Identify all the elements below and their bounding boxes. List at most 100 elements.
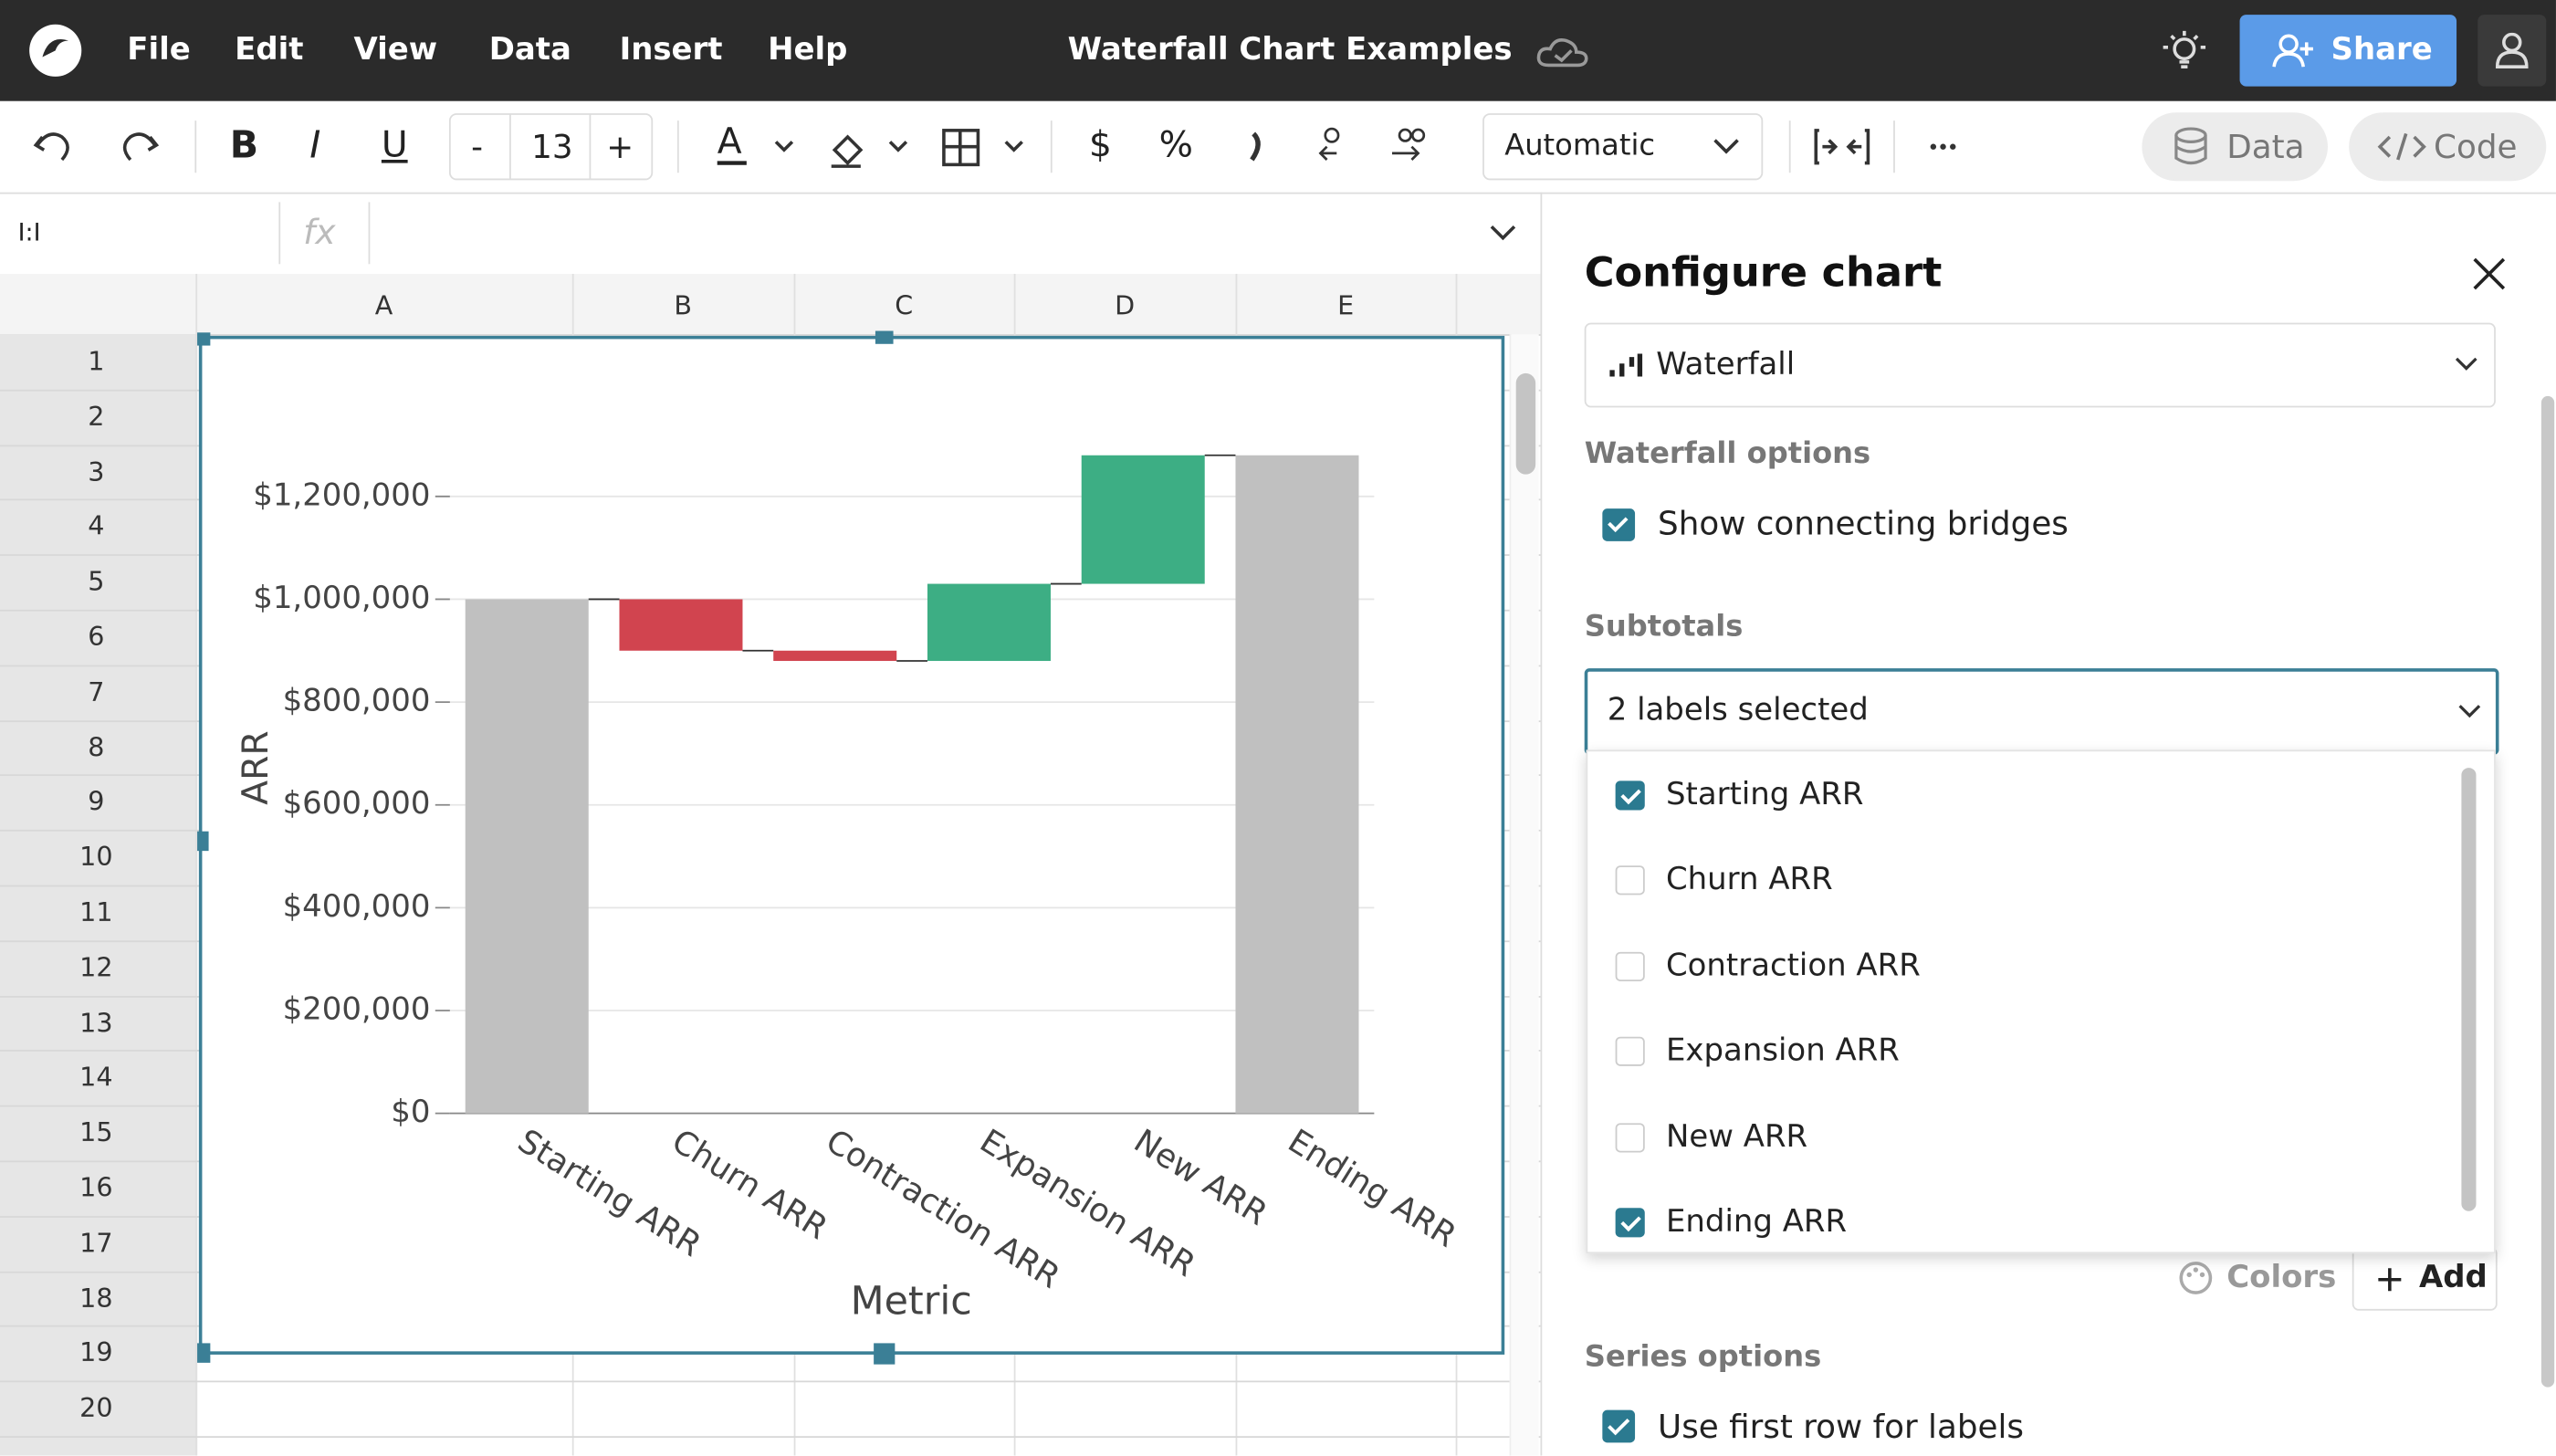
resize-handle[interactable] xyxy=(874,1343,896,1365)
formula-bar: I:I fx xyxy=(0,193,1541,276)
row-header: 13 xyxy=(79,1006,113,1038)
panel-scroll-thumb[interactable] xyxy=(2540,395,2555,1388)
row-border xyxy=(0,1436,1541,1438)
menu-data[interactable]: Data xyxy=(488,31,571,68)
check-mark xyxy=(1620,789,1641,805)
row-header: 11 xyxy=(79,896,113,927)
scroll-thumb[interactable] xyxy=(1515,372,1536,475)
subtotal-option[interactable]: Expansion ARR xyxy=(1665,1032,1900,1069)
row-header: 9 xyxy=(88,786,105,818)
bold-button[interactable]: B xyxy=(229,124,259,168)
subtotals-select[interactable]: 2 labels selected xyxy=(1584,668,2499,755)
check xyxy=(1608,1418,1630,1436)
colors-button[interactable]: Colors xyxy=(2226,1259,2337,1295)
subtotal-checkbox[interactable] xyxy=(1615,865,1645,896)
first-row-label[interactable]: Use first row for labels xyxy=(1658,1407,2025,1446)
subtotal-option[interactable]: Churn ARR xyxy=(1665,862,1833,898)
check xyxy=(1608,517,1629,533)
bar xyxy=(1081,455,1205,584)
menu-insert[interactable]: Insert xyxy=(619,31,723,68)
format-select[interactable]: Automatic xyxy=(1504,129,1656,163)
column-header-bar xyxy=(0,273,1541,336)
subtotal-checkbox[interactable] xyxy=(1615,780,1645,811)
add-label: Add xyxy=(2418,1259,2488,1295)
y-tick-label: $0 xyxy=(391,1094,430,1129)
x-tick-label: New ARR xyxy=(1127,1123,1273,1233)
y-tick-label: $800,000 xyxy=(283,683,431,718)
font-size[interactable]: 13 xyxy=(531,127,573,167)
row-header: 18 xyxy=(79,1282,113,1314)
y-tick-label: $600,000 xyxy=(283,785,431,821)
row-header: 12 xyxy=(79,951,113,983)
code-button[interactable]: Code xyxy=(2434,127,2518,167)
expand-icon[interactable] xyxy=(1487,222,1520,245)
x-tick-label: Ending ARR xyxy=(1282,1123,1463,1255)
percent-button[interactable]: % xyxy=(1158,125,1193,167)
menu-edit[interactable]: Edit xyxy=(235,31,304,68)
subtotal-checkbox[interactable] xyxy=(1615,1122,1645,1152)
section-label: Subtotals xyxy=(1584,609,1744,644)
column-header: B xyxy=(674,288,693,320)
subtotal-option[interactable]: New ARR xyxy=(1665,1118,1808,1155)
share-label: Share xyxy=(2331,31,2433,68)
bridges-label[interactable]: Show connecting bridges xyxy=(1658,503,2069,543)
menu-file[interactable]: File xyxy=(127,31,191,68)
sheet-scrollbar[interactable] xyxy=(1509,334,1539,1456)
column-header: E xyxy=(1337,288,1355,320)
theme-icon[interactable] xyxy=(2162,27,2207,73)
subtotals-list: Starting ARR Churn ARR Contraction ARR Expa… xyxy=(1586,749,2496,1254)
column-header: A xyxy=(374,288,393,320)
text-color[interactable]: A xyxy=(717,121,742,163)
resize-handle[interactable] xyxy=(197,831,209,852)
x-axis-title: Metric xyxy=(851,1278,972,1324)
subtotal-checkbox[interactable] xyxy=(1615,951,1645,981)
italic-button[interactable]: I xyxy=(309,124,321,168)
first-row-checkbox[interactable] xyxy=(1602,1409,1636,1443)
chart[interactable]: Metric ARR $0 $200,000 $400,000 $600,000 $80… xyxy=(198,335,1505,1355)
share-button[interactable]: Share xyxy=(2239,15,2457,87)
doc-title[interactable]: Waterfall Chart Examples xyxy=(1067,31,1513,68)
currency-button[interactable]: $ xyxy=(1088,125,1112,167)
bar xyxy=(619,599,743,651)
menu-view[interactable]: View xyxy=(353,31,438,68)
subtotal-checkbox[interactable] xyxy=(1615,1208,1645,1238)
increase-font[interactable]: + xyxy=(606,127,634,167)
subtotal-option[interactable]: Ending ARR xyxy=(1665,1203,1848,1241)
row-header: 1 xyxy=(88,345,105,377)
subtotal-option[interactable]: Contraction ARR xyxy=(1665,948,1921,984)
y-tick-label: $1,200,000 xyxy=(253,477,430,512)
underline-button[interactable]: U xyxy=(381,125,408,167)
row-header: 3 xyxy=(88,456,105,487)
user-icon xyxy=(2495,32,2529,68)
menu-help[interactable]: Help xyxy=(768,31,848,68)
data-button[interactable]: Data xyxy=(2226,127,2305,167)
list-scroll-thumb[interactable] xyxy=(2461,768,2477,1211)
cloud-icon xyxy=(1536,38,1588,68)
close-button[interactable] xyxy=(2471,256,2507,291)
cell-reference[interactable]: I:I xyxy=(17,217,41,247)
logo xyxy=(29,24,82,77)
share-icon xyxy=(2272,34,2313,68)
row-header: 16 xyxy=(79,1171,113,1203)
column-header: C xyxy=(895,288,914,320)
section-label: Waterfall options xyxy=(1584,436,1871,472)
user-button[interactable] xyxy=(2477,15,2547,87)
add-button[interactable]: Add xyxy=(2352,1247,2498,1311)
bridges-checkbox[interactable] xyxy=(1602,508,1636,541)
row-header: 17 xyxy=(79,1227,113,1259)
subtotal-checkbox[interactable] xyxy=(1615,1037,1645,1067)
column-border xyxy=(195,273,198,1456)
row-header: 4 xyxy=(88,510,105,542)
decrease-font[interactable]: - xyxy=(471,127,483,167)
check-mark xyxy=(1620,1216,1641,1232)
row-header: 10 xyxy=(79,841,113,873)
resize-handle[interactable] xyxy=(197,332,211,346)
subtotal-option[interactable]: Starting ARR xyxy=(1665,776,1864,813)
palette-icon xyxy=(2179,1262,2213,1294)
resize-handle[interactable] xyxy=(875,330,894,344)
resize-handle[interactable] xyxy=(197,1343,211,1363)
bar xyxy=(773,650,897,662)
chevron xyxy=(2458,705,2481,718)
divider xyxy=(368,202,371,265)
chart-type-select[interactable]: Waterfall xyxy=(1584,322,2496,408)
